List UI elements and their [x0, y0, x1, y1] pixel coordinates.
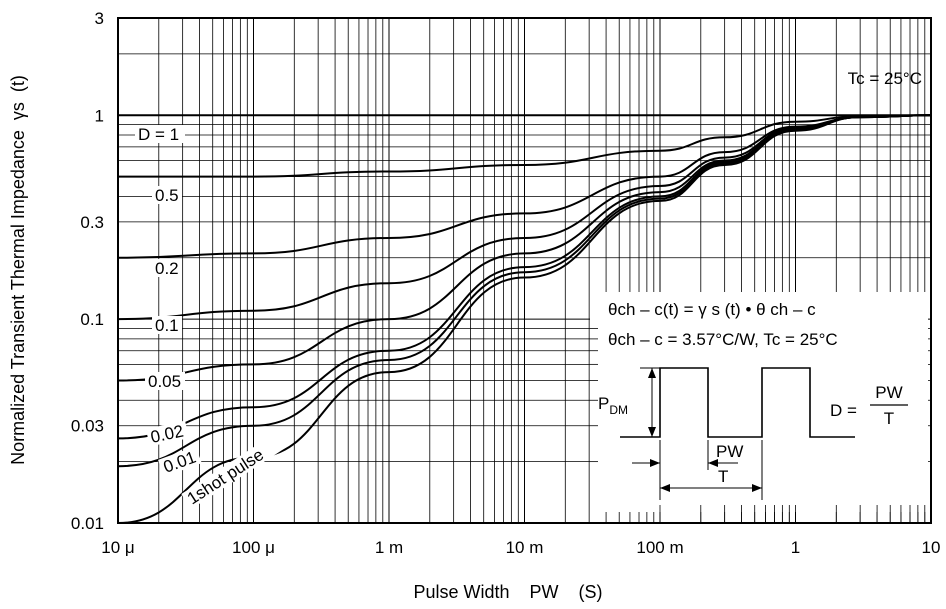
x-tick-label: 10 [922, 538, 941, 557]
pdm-label: PDM [598, 394, 628, 417]
y-tick-label: 0.01 [71, 514, 104, 533]
condition-label: Tc = 25°C [848, 69, 922, 88]
curve-label: 0.02 [149, 421, 185, 446]
y-tick-label: 0.3 [80, 213, 104, 232]
pdm-label-sub: DM [609, 403, 628, 417]
y-tick-label: 0.1 [80, 310, 104, 329]
x-tick-label: 100 m [636, 538, 683, 557]
inset-background [590, 292, 928, 512]
period-label: T [718, 467, 728, 486]
pw-label: PW [716, 442, 743, 461]
y-tick-label: 0.03 [71, 417, 104, 436]
duty-numerator: PW [875, 383, 902, 402]
x-axis-title: Pulse Width PW (S) [413, 582, 602, 602]
y-tick-label: 3 [95, 9, 104, 28]
y-tick-label: 1 [95, 106, 104, 125]
duty-denominator: T [884, 409, 894, 428]
period-arrow-head-right [752, 484, 762, 492]
curve-label-bg [152, 186, 182, 204]
curve-label-bg [181, 434, 284, 510]
duty-lhs: D = [830, 401, 857, 420]
pulse-diagram: PDM PW T D = PW T [598, 367, 908, 500]
pdm-arrow-head-up [648, 368, 656, 378]
formula-line-2: θch – c = 3.57°C/W, Tc = 25°C [608, 330, 838, 349]
x-tick-label: 1 m [375, 538, 403, 557]
curve-label: 0.5 [155, 186, 179, 205]
pw-arrow-head-left [650, 459, 660, 467]
curve-2 [117, 114, 932, 178]
x-tick-labels: 10 μ 100 μ 1 m 10 m 100 m 1 10 [101, 538, 940, 557]
plot-frame [117, 17, 932, 524]
curve-label-bg [152, 259, 182, 277]
inset-panel [590, 292, 928, 523]
major-gridlines [117, 18, 931, 523]
x-tick-label: 10 μ [101, 538, 134, 557]
curve-label: 0.05 [148, 372, 181, 391]
curve-label-bg [158, 446, 202, 477]
x-tick-label: 1 [791, 538, 800, 557]
curve-label-bg [145, 372, 185, 390]
pdm-label-main: P [598, 394, 609, 413]
formula-line-1: θch – c(t) = γ s (t) • θ ch – c [608, 300, 816, 319]
x-tick-label: 10 m [506, 538, 544, 557]
curve-label: 0.01 [161, 448, 199, 477]
curve-label-bg [152, 316, 182, 334]
curve-label: 0.1 [155, 316, 179, 335]
curve-label-bg [135, 125, 185, 143]
curve-label: 0.2 [155, 259, 179, 278]
x-tick-label: 100 μ [232, 538, 275, 557]
curve-label: D = 1 [138, 125, 179, 144]
y-tick-labels: 0.01 0.03 0.1 0.3 1 3 [71, 9, 104, 533]
y-axis-title: Normalized Transient Thermal Impedance γ… [8, 75, 28, 465]
period-arrow-head-left [660, 484, 670, 492]
curves [117, 114, 932, 524]
pdm-arrow-head-down [648, 427, 656, 437]
pw-arrow-head-right [708, 459, 718, 467]
curve-label-bg [145, 420, 189, 447]
pulse-waveform [620, 367, 855, 438]
